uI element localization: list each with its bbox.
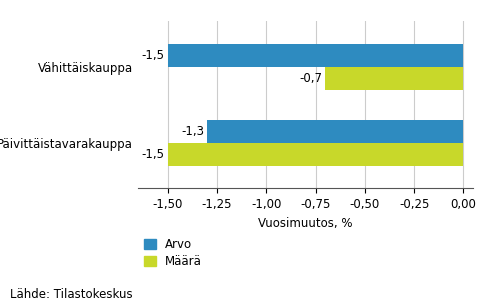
Legend: Arvo, Määrä: Arvo, Määrä [144,238,202,268]
Bar [207,120,463,143]
Text: -1,3: -1,3 [181,125,204,138]
Bar [168,44,463,67]
Text: -0,7: -0,7 [299,72,322,85]
Text: -1,5: -1,5 [141,49,165,62]
Text: -1,5: -1,5 [141,148,165,161]
Bar [168,143,463,166]
Bar [325,67,463,90]
X-axis label: Vuosimuutos, %: Vuosimuutos, % [258,217,353,230]
Text: Lähde: Tilastokeskus: Lähde: Tilastokeskus [10,288,133,301]
